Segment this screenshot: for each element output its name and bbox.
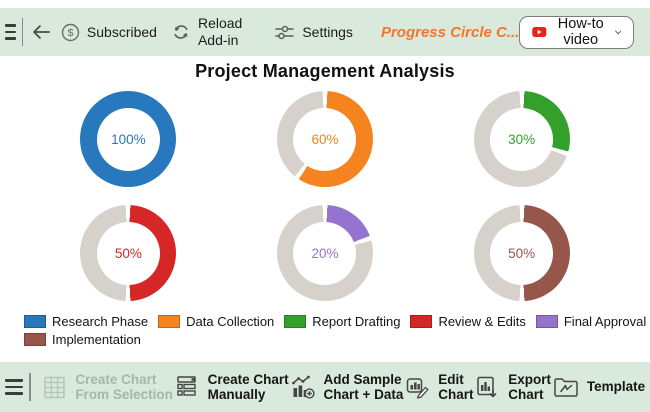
toolbar-label: Create Chart xyxy=(75,371,157,387)
donut-ring: 50% xyxy=(473,205,570,301)
menu-icon[interactable] xyxy=(3,23,18,41)
toolbar-label: Template xyxy=(586,379,646,395)
bottom-toolbar-divider xyxy=(29,373,31,401)
dollar-circle-icon: $ xyxy=(61,23,80,41)
video-button-label: How-to video xyxy=(557,16,604,48)
youtube-icon xyxy=(532,27,547,37)
chevron-down-icon xyxy=(614,30,621,34)
legend-swatch xyxy=(535,315,558,328)
legend-swatch xyxy=(24,333,46,346)
legend-item: Implementation xyxy=(24,332,141,347)
legend-label: Final Approval xyxy=(563,314,647,329)
legend-item: Report Drafting xyxy=(284,314,400,329)
legend-swatch xyxy=(158,315,181,328)
toolbar-label: Add Sample xyxy=(323,371,402,387)
folder-template-icon xyxy=(554,377,578,397)
add-sample-chart-data-button[interactable]: Add Sample Chart + Data xyxy=(290,371,404,402)
toolbar-label: Create Chart xyxy=(207,371,289,387)
settings-label: Settings xyxy=(302,24,353,40)
export-chart-button[interactable]: Export Chart xyxy=(474,372,551,402)
reload-label-line2: Add-in xyxy=(197,32,239,48)
donut-ring: 100% xyxy=(80,91,177,187)
back-arrow-icon xyxy=(33,25,50,39)
toolbar-label: From Selection xyxy=(75,387,173,402)
toolbar-label: Edit xyxy=(438,371,464,387)
legend-swatch xyxy=(284,315,307,328)
toolbar-label: Export xyxy=(508,371,552,387)
how-to-video-button[interactable]: How-to video xyxy=(519,15,634,49)
donut-chart: 60% xyxy=(276,91,373,187)
settings-button[interactable]: Settings xyxy=(274,23,353,42)
chart-download-icon xyxy=(477,376,497,397)
donut-ring: 60% xyxy=(276,91,373,187)
chart-canvas: Project Management Analysis 100% 60% 30%… xyxy=(0,56,650,362)
top-toolbar: $ Subscribed Reload Add-in Sett xyxy=(0,8,650,56)
chart-title: Project Management Analysis xyxy=(195,61,455,81)
donut-chart: 100% xyxy=(80,91,177,187)
chart-pencil-icon xyxy=(406,377,429,399)
legend-item: Final Approval xyxy=(535,314,647,329)
donut-percent-label: 50% xyxy=(508,245,536,261)
subscribed-button[interactable]: $ Subscribed xyxy=(61,23,157,42)
reload-label-line1: Reload xyxy=(197,15,243,32)
sliders-icon xyxy=(275,25,295,39)
donut-percent-label: 30% xyxy=(508,131,536,147)
toolbar-label: Chart xyxy=(508,387,544,402)
chart-plus-icon xyxy=(291,375,315,399)
donut-grid: 100% 60% 30% 50% 20% 50% xyxy=(0,82,650,301)
donut-chart: 50% xyxy=(473,205,570,301)
back-button[interactable] xyxy=(29,21,53,43)
app-title: Progress Circle C... xyxy=(380,23,520,41)
legend-item: Review & Edits xyxy=(410,314,526,329)
svg-text:$: $ xyxy=(68,27,74,39)
spreadsheet-icon xyxy=(44,376,66,398)
edit-chart-button[interactable]: Edit Chart xyxy=(404,372,473,402)
reload-addin-button[interactable]: Reload Add-in xyxy=(171,15,242,48)
legend-swatch xyxy=(410,315,433,328)
form-rows-icon xyxy=(176,375,196,396)
toolbar-label: Chart + Data xyxy=(323,387,404,402)
donut-percent-label: 100% xyxy=(111,131,146,147)
donut-ring: 20% xyxy=(276,205,373,301)
donut-ring: 50% xyxy=(80,205,177,301)
toolbar-label: Chart xyxy=(438,387,474,402)
legend-label: Data Collection xyxy=(186,314,275,329)
donut-percent-label: 60% xyxy=(311,131,339,147)
legend-item: Data Collection xyxy=(158,314,274,329)
reload-icon xyxy=(174,25,188,39)
donut-chart: 30% xyxy=(473,91,570,187)
subscribed-label: Subscribed xyxy=(86,24,157,40)
donut-chart: 20% xyxy=(276,205,373,301)
create-chart-from-selection-button[interactable]: Create Chart From Selection xyxy=(41,372,173,402)
toolbar-divider xyxy=(22,18,23,46)
donut-percent-label: 50% xyxy=(114,245,142,261)
toolbar-label: Manually xyxy=(207,387,266,402)
legend-label: Report Drafting xyxy=(312,314,401,329)
legend-swatch xyxy=(24,315,46,328)
donut-ring: 30% xyxy=(473,91,570,187)
legend-label: Review & Edits xyxy=(438,314,526,329)
create-chart-manually-button[interactable]: Create Chart Manually xyxy=(174,372,289,402)
legend-item: Research Phase xyxy=(24,314,148,329)
bottom-menu-icon[interactable] xyxy=(3,378,25,396)
donut-percent-label: 20% xyxy=(311,245,339,261)
template-button[interactable]: Template xyxy=(552,375,645,400)
chart-legend: Research Phase Data Collection Report Dr… xyxy=(0,301,650,347)
legend-label: Research Phase xyxy=(52,314,149,329)
legend-label: Implementation xyxy=(52,332,141,347)
bottom-toolbar: Create Chart From Selection Create Chart… xyxy=(0,362,650,412)
donut-chart: 50% xyxy=(80,205,177,301)
